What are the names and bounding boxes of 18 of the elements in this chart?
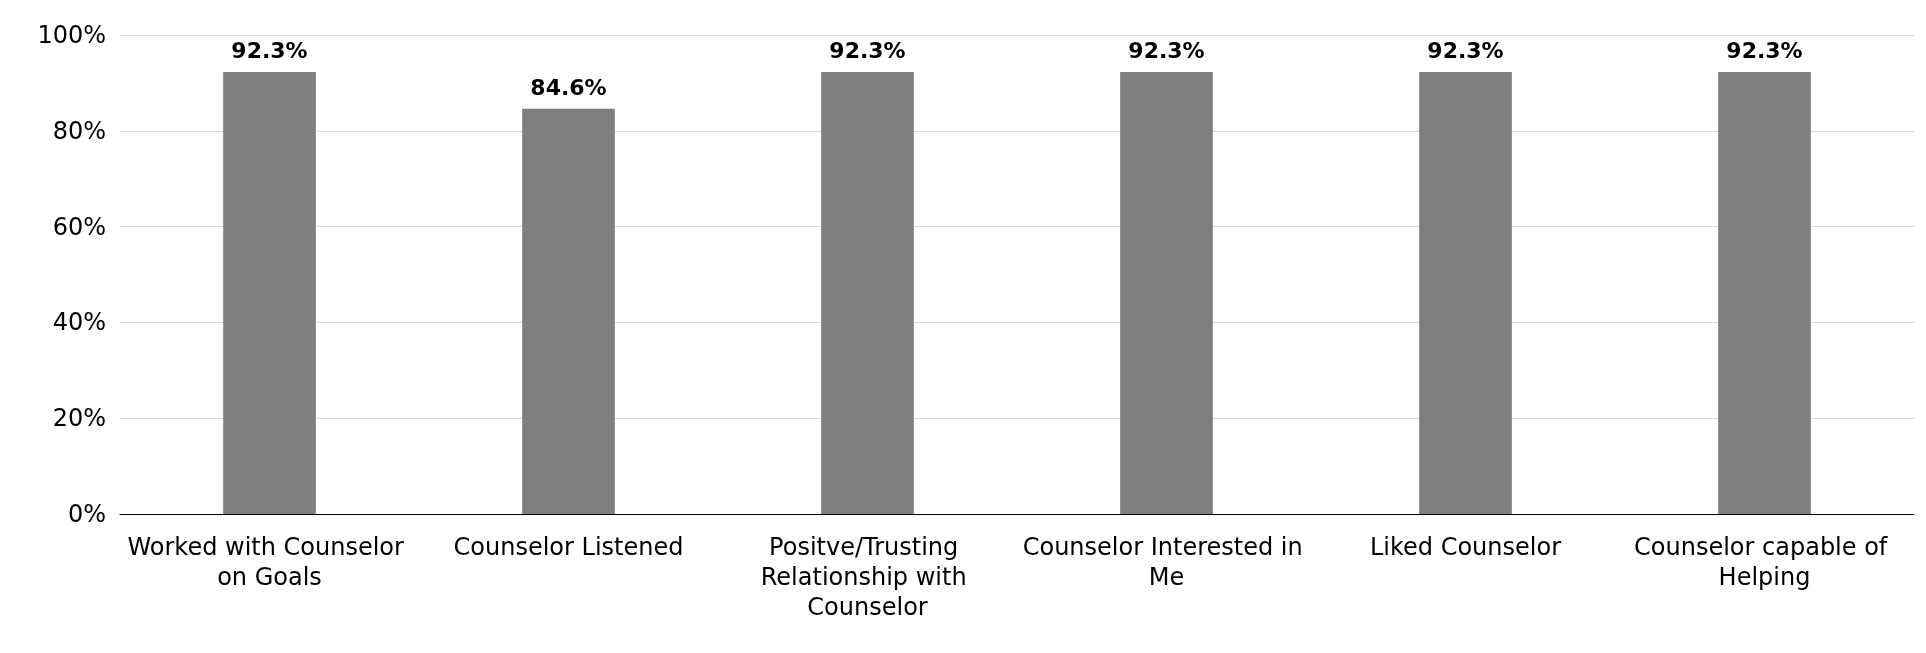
data-label: 84.6% [530,75,607,101]
data-label: 92.3% [1128,38,1205,64]
y-tick-label: 20% [52,404,106,433]
x-tick-label: Liked Counselor [1369,533,1562,561]
data-label: 92.3% [231,38,308,64]
x-tick-label: Counselor capable of Helping [1634,533,1895,591]
y-tick-label: 40% [52,308,106,337]
data-label: 92.3% [1427,38,1504,64]
x-tick-label: Counselor Listened [453,533,684,561]
x-tick-label: Counselor Interested in Me [1022,533,1311,591]
y-tick-label: 100% [37,21,106,49]
data-label: 92.3% [829,38,906,64]
y-tick-label: 80% [52,116,106,145]
y-tick-label: 0% [67,500,106,528]
y-tick-label: 60% [52,212,106,241]
x-tick-label: Worked with Counselor on Goals [127,533,412,591]
data-label: 92.3% [1726,38,1803,64]
x-tick-label: Positve/Trusting Relationship with Counselor [760,533,975,621]
